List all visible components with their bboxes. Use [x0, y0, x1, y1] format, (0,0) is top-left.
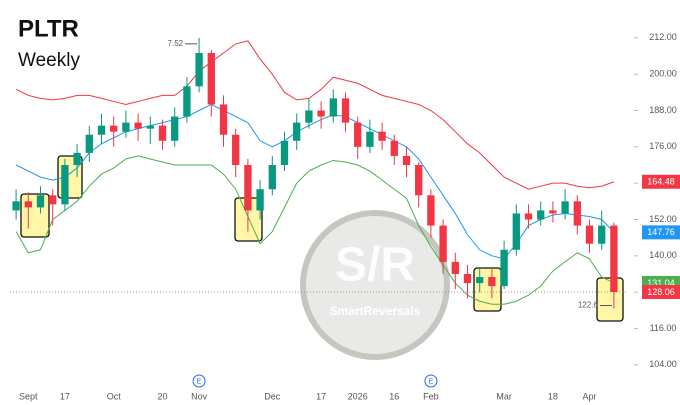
candle-body [219, 104, 228, 135]
candle-body [85, 134, 93, 153]
watermark-subtext: SmartReversals [330, 304, 421, 318]
candle-body [500, 249, 508, 287]
watermark: S/R SmartReversals [300, 210, 450, 360]
x-tick-label: Nov [191, 391, 208, 401]
candle-body [195, 52, 203, 87]
candle-body [232, 134, 240, 166]
x-tick-label: 18 [548, 391, 558, 401]
candle-body [61, 165, 69, 205]
candle-body [524, 213, 533, 220]
x-tick-label: 16 [389, 391, 399, 401]
y-tick-label: 140.00 [649, 250, 677, 260]
watermark-circle [300, 210, 450, 360]
price-tag [642, 174, 680, 189]
price-tag-label: 147.76 [647, 227, 675, 237]
candle-body [610, 225, 618, 292]
candle-body [341, 98, 350, 123]
candle-body [378, 131, 386, 141]
candle-body [73, 152, 81, 166]
candle-body [366, 131, 374, 147]
price-tag [642, 284, 680, 299]
candle-body [97, 125, 106, 135]
candle-body [463, 274, 472, 284]
candle-body [476, 277, 484, 284]
candle-body [280, 140, 289, 166]
x-tick-label: Dec [264, 391, 281, 401]
candle-body [549, 210, 557, 214]
x-tick-label: Feb [423, 391, 439, 401]
candle-body [329, 98, 337, 117]
y-tick-label: 176.00 [649, 141, 677, 151]
candle-body [110, 125, 118, 132]
price-tag-label: 164.48 [647, 177, 675, 187]
chart-title: PLTR [18, 15, 79, 42]
price-tag-label: 131.04 [647, 278, 675, 288]
annotation-label: 7.52 [168, 39, 184, 48]
candle-body [427, 195, 435, 226]
candle-body [207, 52, 215, 105]
candle-body [317, 110, 325, 117]
y-tick-label: 116.00 [650, 323, 677, 333]
candle-body [537, 210, 545, 220]
x-tick-label: 17 [60, 391, 70, 401]
chart-subtitle: Weekly [18, 50, 80, 71]
candle-body [244, 165, 252, 211]
candle-body [36, 195, 45, 208]
candle-body [146, 125, 154, 129]
annotation-label: 122.6 [578, 301, 599, 310]
event-marker-label: E [429, 378, 434, 385]
band-line [15, 40, 615, 190]
x-tick-label: 20 [157, 391, 167, 401]
highlight-box [596, 277, 624, 322]
candle-body [122, 122, 130, 132]
x-tick-label: Mar [496, 391, 512, 401]
candle-body [183, 86, 191, 117]
candle-body [293, 122, 301, 141]
candle-body [439, 225, 447, 262]
candle-body [451, 261, 459, 275]
candle-body [24, 201, 32, 208]
x-tick-label: Apr [582, 391, 596, 401]
candle-body [158, 125, 167, 141]
highlight-box [20, 193, 50, 238]
candle-body [12, 201, 20, 211]
x-tick-label: 17 [316, 391, 326, 401]
event-marker-label: E [197, 378, 202, 385]
candle-body [268, 165, 276, 190]
band-line [15, 155, 615, 305]
candle-body [402, 155, 411, 166]
candle-body [171, 116, 179, 141]
y-tick-label: 212.00 [649, 32, 677, 42]
candle-body [390, 140, 398, 156]
candle-body [134, 122, 142, 129]
x-tick-label: 2026 [348, 391, 368, 401]
price-tag [642, 225, 680, 240]
event-marker [192, 374, 206, 388]
x-tick-label: Sept [19, 391, 38, 401]
candle-body [354, 122, 362, 147]
candle-body [488, 277, 496, 287]
candle-body [598, 225, 606, 244]
y-tick-label: 152.00 [649, 214, 677, 224]
x-tick-label: Oct [107, 391, 122, 401]
candle-body [49, 195, 57, 205]
candle-body [561, 201, 569, 214]
candle-body [585, 225, 594, 244]
price-tag-label: 128.06 [647, 287, 675, 297]
event-marker [424, 374, 438, 388]
y-tick-label: 188.00 [649, 105, 677, 115]
candle-body [415, 165, 423, 196]
watermark-text: S/R [335, 239, 415, 292]
candle-body [256, 189, 264, 211]
y-tick-label: 104.00 [649, 359, 677, 369]
candle-body [573, 201, 581, 226]
candle-body [305, 110, 313, 123]
candle-body [512, 213, 520, 250]
y-tick-label: 200.00 [649, 69, 677, 79]
